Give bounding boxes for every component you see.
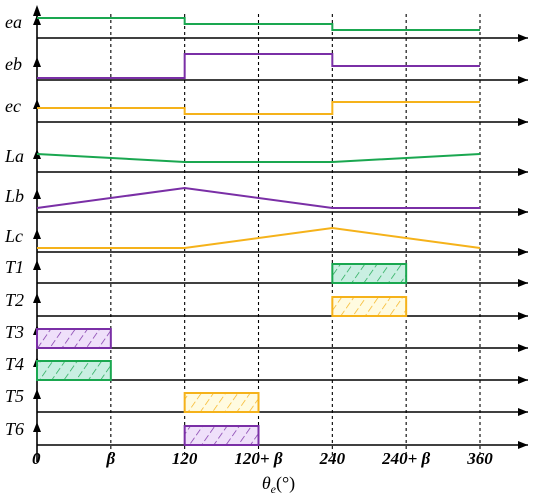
axis-arrow-T6 xyxy=(518,441,528,449)
axis-up-arrow-ea xyxy=(33,15,41,25)
axis-arrow-La xyxy=(518,168,528,176)
pulse-T5 xyxy=(183,392,260,413)
axis-arrow-T5 xyxy=(518,408,528,416)
pulse-T6 xyxy=(183,425,260,446)
axis-arrow-T3 xyxy=(518,344,528,352)
pulse-T4 xyxy=(36,360,112,381)
x-tick-4: 240 xyxy=(319,449,346,468)
row-label-ec: ec xyxy=(5,96,21,116)
axis-up-arrow-Lc xyxy=(33,229,41,239)
x-axis-label: θe(°) xyxy=(262,473,295,496)
axis-arrow-Lb xyxy=(518,208,528,216)
row-label-La: La xyxy=(4,146,24,166)
waveform-eb xyxy=(37,53,480,79)
x-tick-3: 120+ β xyxy=(234,449,282,468)
row-label-Lc: Lc xyxy=(4,226,23,246)
row-label-T3: T3 xyxy=(5,322,24,342)
row-label-T5: T5 xyxy=(5,386,24,406)
axis-arrow-Lc xyxy=(518,248,528,256)
waveform-ea xyxy=(37,17,480,31)
waveform-ec xyxy=(37,101,480,115)
axis-up-arrow-Lb xyxy=(33,189,41,199)
x-tick-5: 240+ β xyxy=(381,449,430,468)
axis-arrow-T4 xyxy=(518,376,528,384)
row-label-eb: eb xyxy=(5,54,22,74)
x-tick-0: 0 xyxy=(32,449,41,468)
axis-up-arrow-T6 xyxy=(33,422,41,432)
x-tick-6: 360 xyxy=(466,449,493,468)
x-tick-1: β xyxy=(105,449,115,468)
axis-arrow-T2 xyxy=(518,312,528,320)
row-label-T6: T6 xyxy=(5,419,24,439)
row-label-T4: T4 xyxy=(5,354,24,374)
axis-up-arrow-T1 xyxy=(33,260,41,270)
pulse-T1 xyxy=(331,263,408,284)
row-label-T1: T1 xyxy=(5,257,24,277)
axis-up-arrow-eb xyxy=(33,57,41,67)
axis-up-arrow-T2 xyxy=(33,293,41,303)
axis-up-arrow-T5 xyxy=(33,389,41,399)
axis-arrow-eb xyxy=(518,76,528,84)
waveform-La xyxy=(36,153,481,163)
axis-up-arrow-ec xyxy=(33,99,41,109)
waveform-Lc xyxy=(37,226,481,249)
waveform-Lb xyxy=(36,186,480,209)
pulse-T2 xyxy=(331,296,408,317)
row-label-T2: T2 xyxy=(5,290,24,310)
vertical-axis-arrow xyxy=(33,5,41,16)
axis-arrow-ec xyxy=(518,118,528,126)
axis-arrow-ea xyxy=(518,34,528,42)
pulse-T3 xyxy=(36,328,112,349)
row-label-ea: ea xyxy=(5,12,22,32)
axis-arrow-T1 xyxy=(518,279,528,287)
row-label-Lb: Lb xyxy=(4,186,24,206)
x-tick-2: 120 xyxy=(172,449,198,468)
